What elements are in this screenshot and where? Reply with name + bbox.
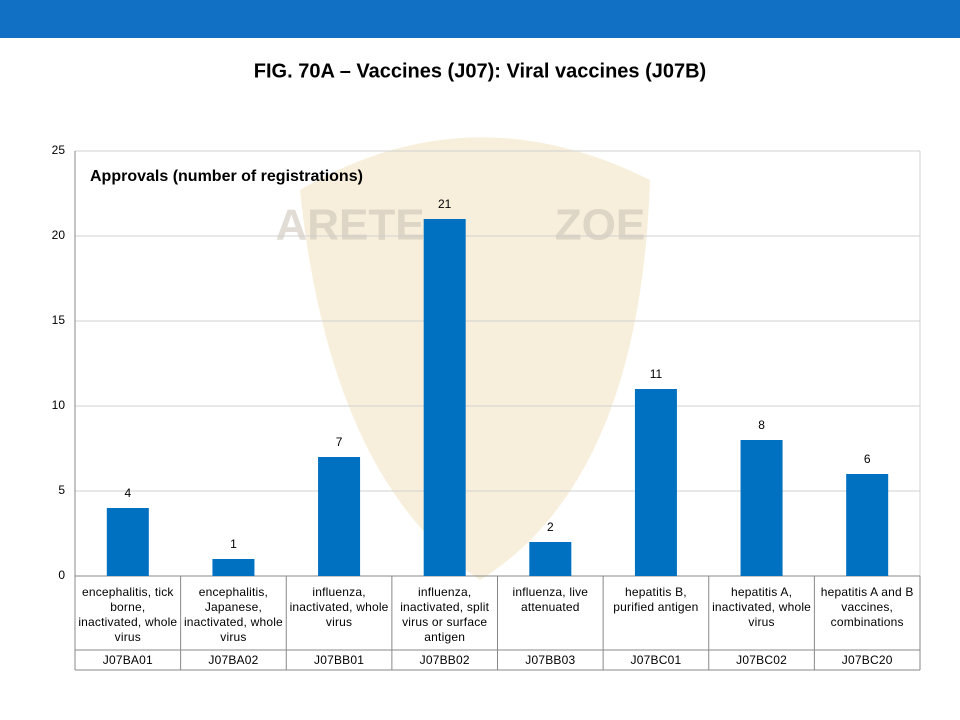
category-label: hepatitis A, inactivated, whole virus	[712, 585, 812, 629]
y-tick-label: 10	[52, 398, 66, 412]
category-code: J07BB03	[525, 653, 576, 667]
value-label: 11	[650, 367, 663, 381]
category-code: J07BC20	[841, 653, 893, 667]
category-label: hepatitis A and B vaccines, combinations	[820, 585, 914, 629]
bar	[212, 559, 255, 576]
bar	[318, 457, 361, 576]
bar	[634, 389, 677, 576]
category-label: influenza, inactivated, split virus or s…	[400, 585, 490, 644]
annotation: Approvals (number of registrations)	[90, 168, 363, 185]
category-code: J07BC01	[630, 653, 682, 667]
y-tick-label: 20	[52, 228, 66, 242]
value-label: 4	[124, 486, 131, 500]
bar	[106, 508, 149, 576]
watermark-text: ARETE	[275, 201, 424, 250]
category-label: hepatitis B, purified antigen	[613, 585, 699, 614]
category-code: J07BC02	[736, 653, 787, 667]
category-code: J07BA02	[208, 653, 259, 667]
y-tick-label: 5	[58, 483, 65, 497]
header-band	[0, 0, 960, 38]
bar	[846, 474, 889, 576]
category-label: encephalitis, Japanese, inactivated, who…	[183, 585, 283, 644]
y-tick-label: 0	[58, 568, 65, 582]
value-label: 2	[547, 520, 554, 534]
category-code: J07BB02	[419, 653, 470, 667]
value-label: 7	[336, 435, 343, 449]
watermark-text: ZOE	[555, 201, 645, 250]
category-code: J07BB01	[314, 653, 365, 667]
category-code: J07BA01	[102, 653, 153, 667]
value-label: 6	[864, 452, 871, 466]
chart-title: FIG. 70A – Vaccines (J07): Viral vaccine…	[254, 60, 706, 82]
bar	[423, 219, 466, 576]
value-label: 8	[758, 418, 765, 432]
y-tick-label: 15	[52, 313, 66, 327]
value-label: 1	[230, 537, 237, 551]
category-label: influenza, live attenuated	[512, 585, 589, 614]
bar	[529, 542, 572, 576]
watermark-shield	[300, 137, 650, 581]
bar	[740, 440, 783, 576]
value-label: 21	[438, 197, 452, 211]
category-label: encephalitis, tick borne, inactivated, w…	[78, 585, 178, 644]
y-tick-label: 25	[52, 143, 66, 157]
category-label: influenza, inactivated, whole virus	[289, 585, 389, 629]
